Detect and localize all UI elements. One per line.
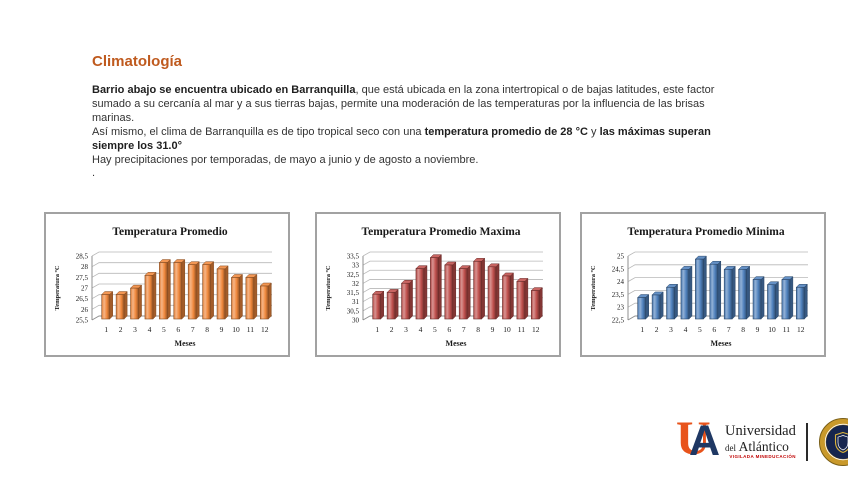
- svg-text:5: 5: [162, 325, 166, 334]
- svg-text:28,5: 28,5: [76, 253, 89, 261]
- university-name-block: Universidad del Atlántico VIGILADA MINED…: [725, 424, 796, 460]
- svg-text:31,5: 31,5: [347, 289, 360, 297]
- svg-text:Meses: Meses: [175, 339, 196, 348]
- university-tagline: VIGILADA MINEDUCACIÓN: [729, 454, 796, 460]
- svg-text:Temperatura Promedio Maxima: Temperatura Promedio Maxima: [361, 226, 520, 238]
- paragraph: .: [92, 167, 96, 180]
- ua-monogram-icon: U A: [676, 412, 721, 469]
- page-title: Climatología: [92, 53, 183, 70]
- svg-text:24,5: 24,5: [612, 265, 625, 273]
- svg-text:33: 33: [352, 262, 360, 270]
- university-logo: U A Universidad del Atlántico VIGILADA M…: [676, 412, 848, 471]
- chart-temperatura-promedio-minima: 22,5 23 23,5 24 24,5 25 1 2 3 4 5 6 7 8 9 10 11 12 Tempera…: [580, 212, 826, 357]
- chart-temperatura-promedio-maxima: 30 30,5 31 31,5 32 32,5 33 33,5 1 2 3 4 5 6 7 8 9 10 11 12 T…: [315, 212, 561, 357]
- svg-text:9: 9: [491, 325, 495, 334]
- svg-text:6: 6: [176, 325, 180, 334]
- svg-text:22,5: 22,5: [612, 317, 625, 325]
- svg-text:12: 12: [797, 325, 805, 334]
- svg-text:12: 12: [532, 325, 540, 334]
- svg-text:7: 7: [462, 325, 466, 334]
- svg-text:Temperatura Promedio: Temperatura Promedio: [112, 226, 228, 238]
- svg-text:10: 10: [768, 325, 776, 334]
- svg-text:1: 1: [640, 325, 644, 334]
- svg-text:27: 27: [81, 285, 89, 293]
- svg-text:8: 8: [476, 325, 480, 334]
- paragraph: Hay precipitaciones por temporadas, de m…: [92, 153, 479, 166]
- svg-text:23: 23: [617, 304, 625, 312]
- svg-text:2: 2: [655, 325, 659, 334]
- svg-text:32,5: 32,5: [347, 271, 360, 279]
- svg-text:2: 2: [390, 325, 394, 334]
- monogram-a: A: [689, 417, 721, 465]
- svg-text:Temperatura ºC: Temperatura ºC: [54, 265, 61, 310]
- svg-text:27,5: 27,5: [76, 274, 89, 282]
- chart-temperatura-promedio: 25,5 26 26,5 27 27,5 28 28,5 1 2 3 4 5 6 7 8 9 10 11 12 Tem…: [44, 212, 290, 357]
- svg-text:11: 11: [783, 325, 790, 334]
- paragraph: Barrio abajo se encuentra ubicado en Bar…: [92, 84, 715, 124]
- svg-text:32: 32: [352, 280, 360, 288]
- svg-text:31: 31: [352, 298, 360, 306]
- university-seal-icon: [818, 418, 848, 466]
- svg-text:2: 2: [119, 325, 123, 334]
- svg-text:11: 11: [518, 325, 525, 334]
- svg-text:30,5: 30,5: [347, 307, 360, 315]
- university-name-line2: del Atlántico: [725, 438, 789, 454]
- svg-text:28: 28: [81, 263, 89, 271]
- svg-text:23,5: 23,5: [612, 291, 625, 299]
- svg-text:1: 1: [375, 325, 379, 334]
- svg-text:30: 30: [352, 317, 360, 325]
- svg-text:26: 26: [81, 306, 89, 314]
- svg-text:8: 8: [741, 325, 745, 334]
- svg-text:9: 9: [756, 325, 760, 334]
- svg-text:6: 6: [712, 325, 716, 334]
- svg-text:Meses: Meses: [711, 339, 732, 348]
- svg-text:24: 24: [617, 278, 625, 286]
- svg-text:10: 10: [503, 325, 511, 334]
- svg-text:4: 4: [419, 325, 423, 334]
- svg-text:6: 6: [447, 325, 451, 334]
- intro-paragraphs: Barrio abajo se encuentra ubicado en Bar…: [92, 84, 744, 181]
- logo-divider: [805, 423, 808, 461]
- svg-text:12: 12: [261, 325, 269, 334]
- svg-text:7: 7: [191, 325, 195, 334]
- svg-text:3: 3: [133, 325, 137, 334]
- university-name-line1: Universidad: [725, 423, 796, 440]
- monogram-u: U: [676, 412, 711, 465]
- svg-text:33,5: 33,5: [347, 253, 360, 261]
- svg-text:9: 9: [220, 325, 224, 334]
- svg-text:25,5: 25,5: [76, 317, 89, 325]
- svg-text:Temperatura Promedio Minima: Temperatura Promedio Minima: [627, 226, 784, 238]
- svg-text:3: 3: [404, 325, 408, 334]
- svg-text:7: 7: [727, 325, 731, 334]
- svg-text:Temperatura ºC: Temperatura ºC: [590, 265, 597, 310]
- svg-text:5: 5: [698, 325, 702, 334]
- svg-text:1: 1: [104, 325, 108, 334]
- paragraph: Así mismo, el clima de Barranquilla es d…: [92, 125, 711, 152]
- svg-text:8: 8: [205, 325, 209, 334]
- svg-text:5: 5: [433, 325, 437, 334]
- svg-text:4: 4: [684, 325, 688, 334]
- svg-text:3: 3: [669, 325, 673, 334]
- svg-text:26,5: 26,5: [76, 295, 89, 303]
- svg-text:Meses: Meses: [446, 339, 467, 348]
- svg-text:10: 10: [232, 325, 240, 334]
- svg-text:25: 25: [617, 253, 625, 261]
- svg-text:4: 4: [148, 325, 152, 334]
- svg-text:Temperatura ºC: Temperatura ºC: [325, 265, 332, 310]
- svg-text:11: 11: [247, 325, 254, 334]
